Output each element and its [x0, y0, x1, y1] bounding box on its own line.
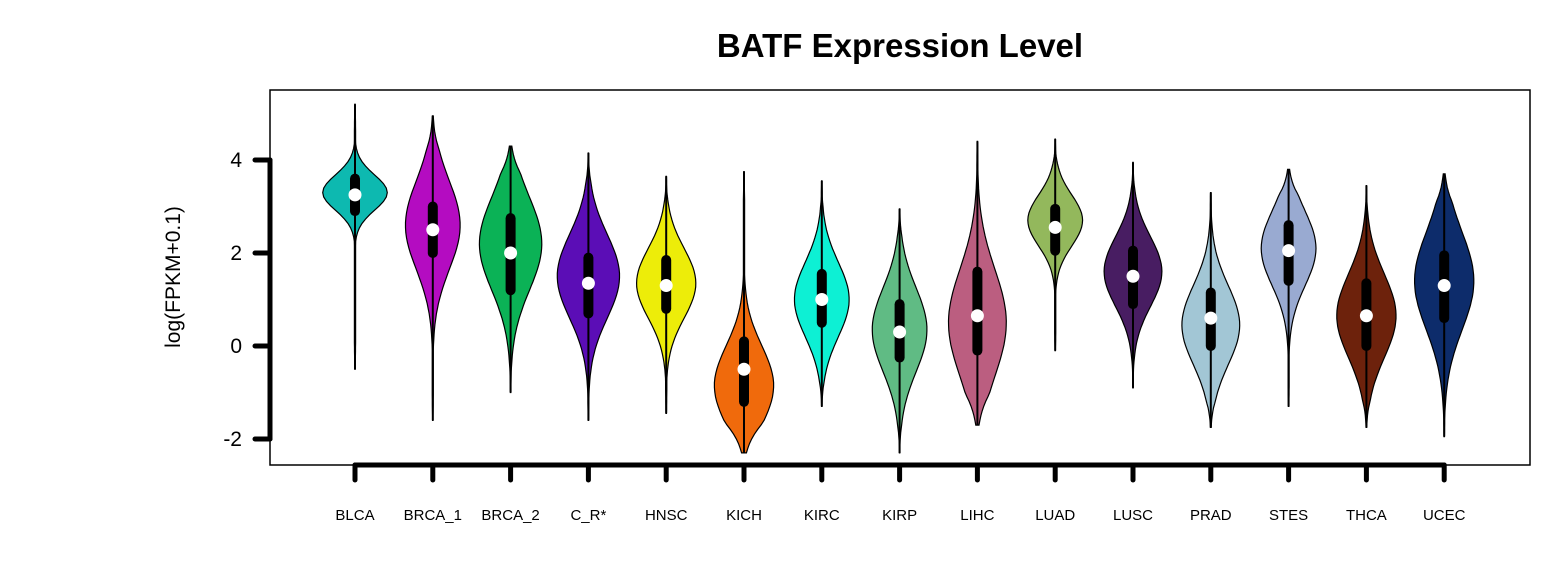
violin-median-point	[426, 223, 440, 237]
violin-stes	[1260, 168, 1317, 407]
violin-median-point	[1359, 309, 1373, 323]
y-tick-label: 2	[230, 242, 242, 265]
violin-median-point	[1282, 244, 1296, 258]
x-tick-label: LUSC	[1113, 507, 1153, 524]
violin-c-r-	[556, 152, 621, 421]
violin-prad	[1181, 192, 1241, 428]
violin-median-point	[504, 246, 518, 260]
violin-kirc	[793, 180, 850, 407]
violin-median-point	[970, 309, 984, 323]
x-tick-label: BLCA	[335, 507, 374, 524]
violin-median-point	[815, 293, 829, 306]
y-tick-label: 4	[230, 149, 242, 172]
violin-median-point	[1126, 269, 1140, 283]
x-tick-label: LUAD	[1035, 507, 1075, 524]
violin-kich	[713, 171, 775, 454]
x-tick-label: BRCA_1	[404, 507, 462, 524]
x-tick-label: KICH	[726, 507, 762, 524]
violin-brca-2	[478, 145, 543, 394]
x-tick-label: STES	[1269, 507, 1308, 524]
violin-median-point	[1437, 279, 1451, 293]
y-axis: 4 2 0 -2	[223, 149, 273, 451]
x-tick-label: UCEC	[1423, 507, 1466, 524]
violin-ucec	[1414, 173, 1475, 438]
x-tick-label: KIRC	[804, 507, 840, 524]
y-axis-label: log(FPKM+0.1)	[162, 206, 185, 348]
violin-hnsc	[635, 175, 697, 414]
violin-median-point	[348, 188, 362, 202]
violins	[322, 103, 1475, 454]
x-axis: BLCA BRCA_1 BRCA_2 C_R* HNSC KICH KIRC KIRP LIHC…	[335, 462, 1466, 524]
violin-median-point	[659, 279, 673, 293]
violin-blca	[322, 103, 388, 370]
violin-luad	[1027, 138, 1084, 352]
violin-kirp	[871, 208, 928, 454]
violin-median-point	[581, 276, 595, 290]
x-tick-label: LIHC	[960, 507, 994, 524]
violin-brca-1	[404, 115, 461, 421]
x-tick-label: BRCA_2	[481, 507, 539, 524]
x-tick-label: KIRP	[882, 507, 917, 524]
violin-lusc	[1103, 161, 1163, 389]
y-tick-label: 0	[230, 335, 242, 358]
chart-title: BATF Expression Level	[717, 27, 1083, 64]
violin-median-point	[893, 325, 907, 339]
violin-thca	[1336, 185, 1397, 428]
violin-lihc	[947, 140, 1007, 426]
violin-median-point	[1048, 220, 1062, 234]
x-tick-label: PRAD	[1190, 507, 1232, 524]
x-tick-label: THCA	[1346, 507, 1387, 524]
violin-median-point	[737, 362, 751, 376]
y-tick-label: -2	[223, 428, 242, 451]
violin-median-point	[1204, 311, 1218, 325]
x-tick-label: HNSC	[645, 507, 688, 524]
x-tick-label: C_R*	[570, 507, 606, 524]
